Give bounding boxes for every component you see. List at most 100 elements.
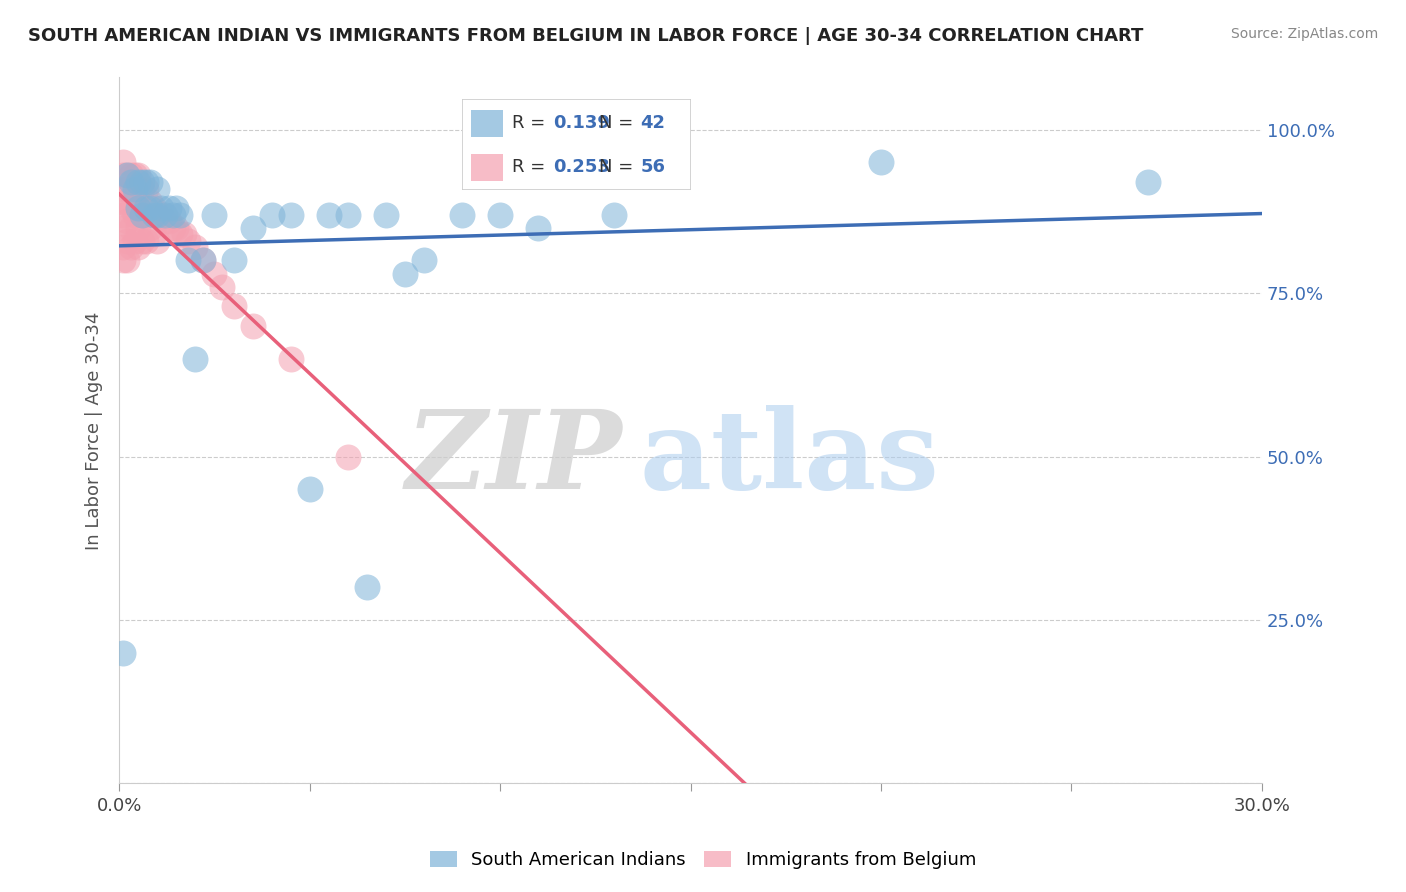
Point — [1136, 175, 1159, 189]
Point — [413, 253, 436, 268]
Point — [127, 181, 149, 195]
Point — [242, 318, 264, 333]
Point — [135, 201, 157, 215]
Point — [124, 234, 146, 248]
Point — [120, 201, 142, 215]
Point — [162, 220, 184, 235]
Text: ZIP: ZIP — [405, 405, 621, 512]
Point — [131, 208, 153, 222]
Point — [489, 208, 512, 222]
Point — [112, 646, 135, 660]
Point — [394, 267, 416, 281]
Point — [142, 227, 165, 242]
Point — [165, 220, 187, 235]
Point — [115, 169, 138, 183]
Point — [157, 201, 180, 215]
Point — [204, 267, 226, 281]
Point — [127, 201, 149, 215]
Point — [135, 234, 157, 248]
Point — [204, 208, 226, 222]
Point — [127, 201, 149, 215]
Point — [191, 253, 214, 268]
Point — [336, 208, 359, 222]
Point — [124, 169, 146, 183]
Point — [157, 214, 180, 228]
Point — [139, 175, 162, 189]
Point — [127, 175, 149, 189]
Point — [318, 208, 340, 222]
Point — [169, 208, 191, 222]
Legend: South American Indians, Immigrants from Belgium: South American Indians, Immigrants from … — [420, 842, 986, 879]
Point — [112, 155, 135, 169]
Point — [112, 181, 135, 195]
Point — [153, 208, 176, 222]
Point — [527, 220, 550, 235]
Text: atlas: atlas — [640, 405, 939, 512]
Point — [120, 240, 142, 254]
Point — [135, 181, 157, 195]
Point — [112, 169, 135, 183]
Point — [146, 208, 169, 222]
Point — [146, 208, 169, 222]
Point — [146, 181, 169, 195]
Point — [115, 181, 138, 195]
Point — [139, 194, 162, 209]
Text: Source: ZipAtlas.com: Source: ZipAtlas.com — [1230, 27, 1378, 41]
Point — [165, 201, 187, 215]
Point — [115, 234, 138, 248]
Point — [131, 181, 153, 195]
Point — [222, 253, 245, 268]
Point — [184, 240, 207, 254]
Point — [184, 351, 207, 366]
Point — [124, 208, 146, 222]
Y-axis label: In Labor Force | Age 30-34: In Labor Force | Age 30-34 — [86, 311, 103, 549]
Point — [127, 240, 149, 254]
Point — [135, 175, 157, 189]
Point — [142, 208, 165, 222]
Point — [146, 234, 169, 248]
Point — [150, 201, 173, 215]
Point — [374, 208, 396, 222]
Point — [120, 181, 142, 195]
Point — [115, 253, 138, 268]
Point — [451, 208, 474, 222]
Point — [131, 175, 153, 189]
Point — [603, 208, 626, 222]
Point — [115, 194, 138, 209]
Point — [169, 227, 191, 242]
Point — [131, 208, 153, 222]
Point — [112, 208, 135, 222]
Point — [112, 194, 135, 209]
Point — [115, 214, 138, 228]
Point — [211, 279, 233, 293]
Point — [153, 214, 176, 228]
Point — [131, 234, 153, 248]
Point — [127, 169, 149, 183]
Point — [177, 253, 200, 268]
Point — [112, 220, 135, 235]
Point — [222, 299, 245, 313]
Point — [173, 227, 195, 242]
Point — [127, 220, 149, 235]
Point — [112, 240, 135, 254]
Point — [280, 351, 302, 366]
Point — [142, 201, 165, 215]
Point — [124, 188, 146, 202]
Point — [356, 580, 378, 594]
Point — [150, 208, 173, 222]
Point — [280, 208, 302, 222]
Point — [115, 169, 138, 183]
Point — [139, 201, 162, 215]
Point — [870, 155, 893, 169]
Point — [242, 220, 264, 235]
Point — [162, 208, 184, 222]
Point — [139, 220, 162, 235]
Point — [120, 220, 142, 235]
Point — [298, 482, 321, 496]
Point — [120, 175, 142, 189]
Point — [124, 181, 146, 195]
Point — [177, 234, 200, 248]
Point — [260, 208, 283, 222]
Text: SOUTH AMERICAN INDIAN VS IMMIGRANTS FROM BELGIUM IN LABOR FORCE | AGE 30-34 CORR: SOUTH AMERICAN INDIAN VS IMMIGRANTS FROM… — [28, 27, 1143, 45]
Point — [112, 253, 135, 268]
